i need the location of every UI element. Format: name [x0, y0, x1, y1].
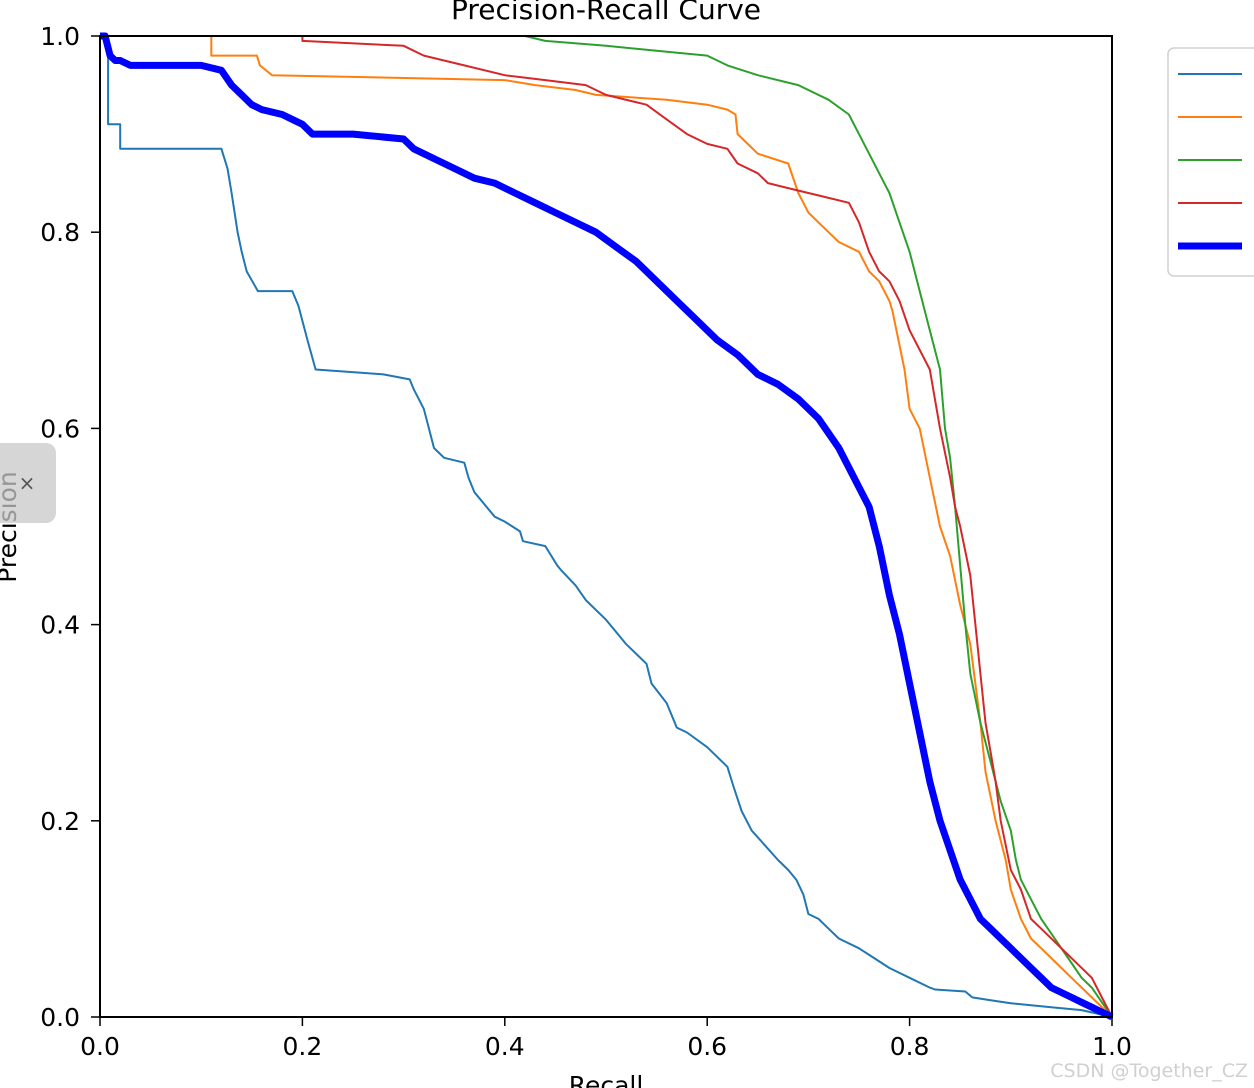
series-line-3	[524, 35, 1113, 1018]
x-axis: 0.0 0.2 0.4 0.6 0.8 1.0	[80, 1017, 1132, 1061]
legend-box	[1167, 47, 1254, 277]
x-tick-label: 0.8	[890, 1032, 930, 1061]
series-line-5	[100, 32, 1114, 1021]
y-tick-label: 0.6	[40, 414, 80, 443]
y-axis: 0.0 0.2 0.4 0.6 0.8 1.0	[40, 22, 100, 1032]
plot-background	[100, 36, 1112, 1017]
watermark: CSDN @Together_CZ	[1050, 1060, 1248, 1082]
x-tick-label: 0.6	[687, 1032, 727, 1061]
side-collapse-handle[interactable]: ×	[0, 443, 56, 523]
plot-frame	[99, 35, 1113, 1018]
series-line-1	[100, 35, 1113, 1018]
x-tick-label: 0.2	[283, 1032, 323, 1061]
x-tick-label: 0.0	[80, 1032, 120, 1061]
y-tick-label: 0.2	[40, 807, 80, 836]
legend	[1167, 47, 1254, 277]
x-tick-label: 1.0	[1092, 1032, 1132, 1061]
plot-area	[99, 32, 1114, 1021]
x-axis-title: Recall	[569, 1071, 644, 1088]
x-tick-label: 0.4	[485, 1032, 525, 1061]
chart-title: Precision-Recall Curve	[451, 0, 761, 26]
y-tick-label: 0.4	[40, 611, 80, 640]
y-tick-label: 0.0	[40, 1003, 80, 1032]
y-tick-label: 1.0	[40, 22, 80, 51]
y-tick-label: 0.8	[40, 218, 80, 247]
close-icon[interactable]: ×	[18, 471, 36, 495]
series-line-4	[301, 36, 1113, 1018]
legend-items	[1178, 73, 1242, 250]
series-layer	[100, 32, 1114, 1021]
series-line-2	[210, 36, 1113, 1018]
